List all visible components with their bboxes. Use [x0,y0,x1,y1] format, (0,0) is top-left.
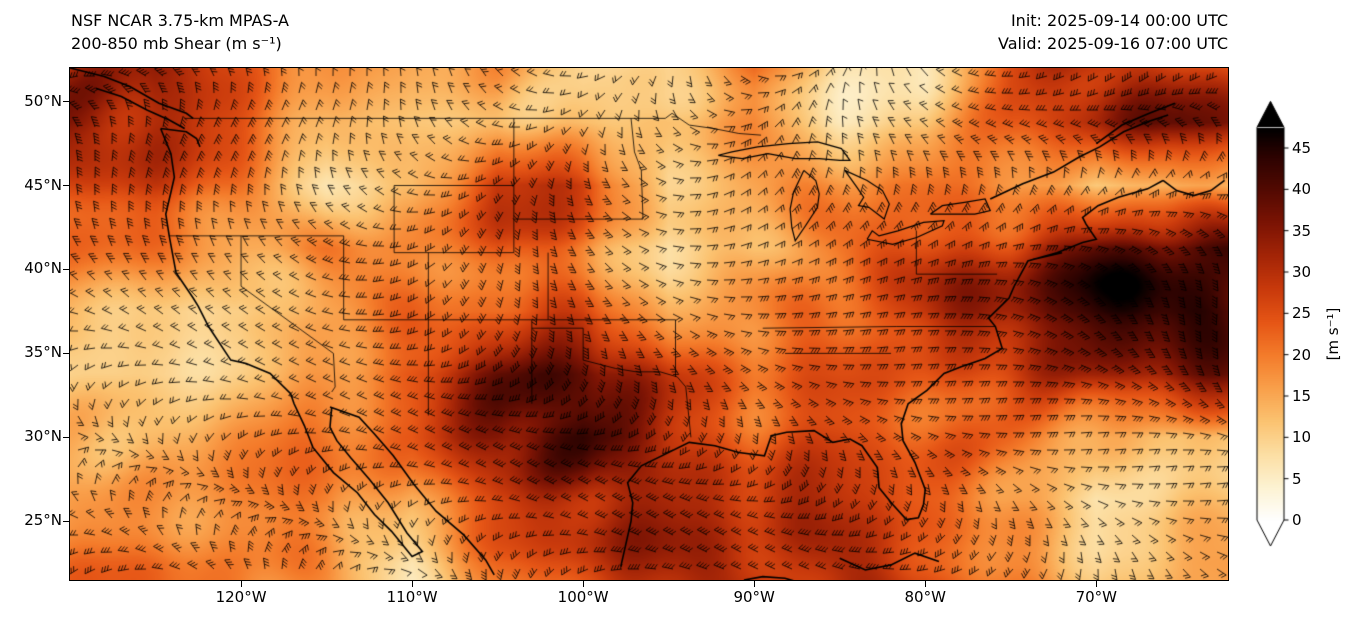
x-axis-tick-mark [1095,581,1097,587]
x-axis-tick-mark [753,581,755,587]
y-axis-tick-mark [63,101,70,103]
x-axis-tick-mark [240,581,242,587]
init-time-label: Init: 2025-09-14 00:00 UTC [1010,11,1228,30]
colorbar-tick-label: 5 [1292,469,1302,488]
x-axis-tick-label: 100°W [557,588,609,606]
y-axis-tick-label: 35°N [24,343,62,362]
shear-heatmap-canvas [69,67,1229,581]
y-axis-tick-mark [63,352,70,354]
y-axis-tick-label: 50°N [24,91,62,110]
x-axis-tick-mark [924,581,926,587]
colorbar-tick-label: 35 [1292,221,1312,240]
model-name-title: NSF NCAR 3.75-km MPAS-A [71,11,289,30]
run-time-block: Init: 2025-09-14 00:00 UTC Valid: 2025-0… [998,9,1228,55]
colorbar-tick-label: 0 [1292,511,1302,529]
y-axis-tick-label: 30°N [24,427,62,446]
x-axis-tick-mark [582,581,584,587]
x-axis-tick-label: 70°W [1075,588,1117,606]
x-axis-tick-mark [411,581,413,587]
colorbar-tick-label: 10 [1292,428,1312,447]
x-axis-tick-label: 90°W [733,588,775,606]
colorbar-units-label: [m s⁻¹] [1324,307,1342,361]
x-axis-tick-label: 80°W [904,588,946,606]
y-axis-tick-mark [63,185,70,186]
y-axis-tick-label: 25°N [24,511,62,530]
y-axis-tick-mark [63,436,70,438]
valid-time-label: Valid: 2025-09-16 07:00 UTC [997,34,1228,53]
x-axis-tick-label: 110°W [386,588,438,606]
colorbar-tick-label: 20 [1292,345,1312,364]
y-axis-tick-mark [63,520,70,522]
colorbar-tick-label: 15 [1292,387,1312,405]
colorbar-tick-label: 25 [1292,304,1312,323]
field-name-title: 200-850 mb Shear (m s⁻¹) [71,34,282,53]
plot-title-block: NSF NCAR 3.75-km MPAS-A 200-850 mb Shear… [71,9,289,55]
colorbar-tick-label: 40 [1292,180,1312,199]
y-axis-tick-label: 40°N [24,259,62,278]
y-axis-tick-mark [63,268,70,270]
y-axis-tick-label: 45°N [24,175,62,194]
colorbar-tick-label: 45 [1292,139,1312,157]
colorbar-canvas [1250,90,1300,570]
colorbar-tick-label: 30 [1292,263,1312,281]
x-axis-tick-label: 120°W [215,588,267,606]
